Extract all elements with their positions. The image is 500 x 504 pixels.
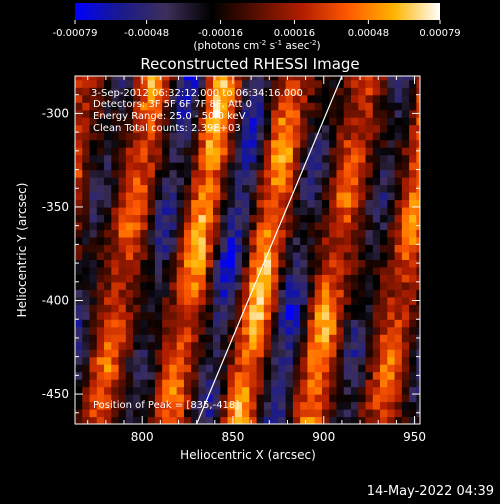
y-tick-label: -300	[42, 106, 69, 120]
x-tick-label: 800	[131, 430, 154, 444]
colorbar-tick-label: -0.00079	[53, 28, 98, 39]
y-axis-label: Heliocentric Y (arcsec)	[15, 183, 29, 318]
x-tick-label: 950	[403, 430, 426, 444]
annotation-block: 3-Sep-2012 06:32:12.000 to 06:34:16.000 …	[91, 88, 303, 411]
annotation-detectors: Detectors: 3F 5F 6F 7F 8F, Att 0	[93, 99, 252, 110]
x-tick-label: 900	[312, 430, 335, 444]
colorbar-tick-label: -0.00016	[198, 28, 243, 39]
colorbar-gradient	[75, 3, 440, 20]
colorbar-unit-label: (photons cm-2 s-1 asec-2)	[193, 39, 320, 52]
annotation-energy: Energy Range: 25.0 - 50.0 keV	[93, 111, 246, 122]
plot-frame	[74, 75, 421, 425]
annotation-time: 3-Sep-2012 06:32:12.000 to 06:34:16.000	[91, 88, 303, 99]
y-tick-label: -450	[42, 387, 69, 401]
footer-date: 14-May-2022 04:39	[367, 484, 494, 499]
chart-title: Reconstructed RHESSI Image	[140, 55, 359, 73]
x-axis: 800 850 900 950	[87, 76, 426, 444]
y-tick-label: -400	[42, 294, 69, 308]
limb-line	[196, 76, 343, 424]
colorbar-tick-label: 0.00079	[419, 28, 460, 39]
x-axis-label: Heliocentric X (arcsec)	[180, 448, 316, 462]
annotation-clean: Clean Total counts: 2.39E+03	[93, 123, 241, 134]
image-heatmap	[75, 76, 420, 424]
x-tick-label: 850	[222, 430, 245, 444]
annotation-peak: Position of Peak = [835,-418]	[93, 400, 239, 411]
y-tick-label: -350	[42, 200, 69, 214]
colorbar-tick-label: 0.00048	[348, 28, 389, 39]
y-axis: -300 -350 -400 -450	[42, 94, 420, 414]
colorbar-ticks: -0.00079 -0.00048 -0.00016 0.00016 0.00048 0.…	[53, 20, 461, 39]
colorbar: -0.00079 -0.00048 -0.00016 0.00016 0.00048 0.…	[53, 3, 461, 52]
colorbar-tick-label: 0.00016	[274, 28, 315, 39]
colorbar-tick-label: -0.00048	[124, 28, 169, 39]
